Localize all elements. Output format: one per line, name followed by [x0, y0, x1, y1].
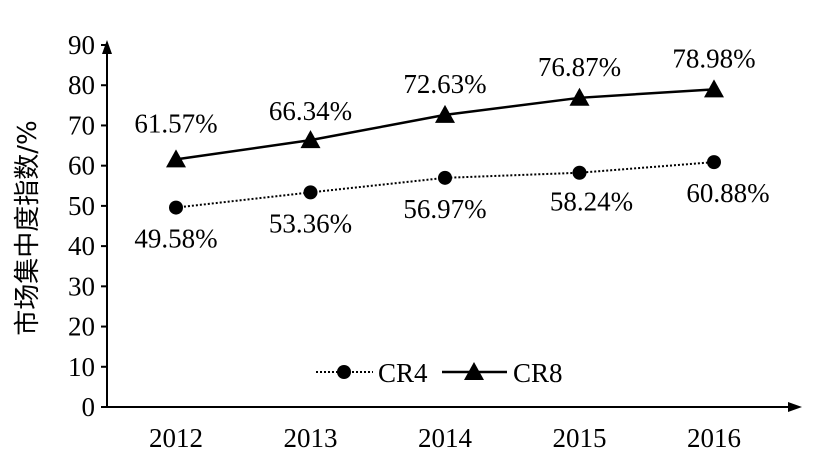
cr8-point [569, 87, 590, 106]
y-tick-label: 20 [68, 312, 95, 342]
cr8-point [300, 130, 321, 149]
cr8-data-label: 76.87% [538, 52, 621, 82]
y-tick-label: 80 [68, 70, 95, 100]
cr4-data-label: 49.58% [134, 224, 217, 254]
x-tick-label: 2014 [418, 423, 473, 453]
cr8-data-label: 61.57% [134, 108, 217, 138]
cr4-point [572, 165, 587, 180]
cr4-data-label: 56.97% [403, 194, 486, 224]
cr4-point [303, 185, 318, 200]
cr8-point [704, 79, 724, 98]
cr4-data-label: 60.88% [686, 178, 769, 208]
y-tick-label: 50 [68, 191, 95, 221]
y-tick-label: 40 [68, 231, 95, 261]
legend-cr8-marker-icon [464, 362, 484, 380]
cr8-point [435, 104, 455, 123]
x-tick-label: 2016 [687, 423, 741, 453]
cr8-data-label: 78.98% [672, 43, 755, 73]
x-tick-label: 2012 [149, 423, 203, 453]
legend-cr8-label: CR8 [513, 358, 563, 388]
y-tick-label: 60 [68, 151, 95, 181]
x-axis-arrow-icon [788, 402, 802, 412]
y-tick-label: 70 [68, 110, 95, 140]
cr4-data-label: 53.36% [269, 208, 352, 238]
y-tick-label: 90 [68, 30, 95, 60]
legend-cr4-label: CR4 [378, 358, 428, 388]
cr4-data-label: 58.24% [550, 187, 633, 217]
cr4-point [169, 200, 183, 215]
data-labels-group: 49.58% 53.36% 56.97% 58.24% 60.88% 61.57% 66.3… [134, 43, 769, 253]
cr4-point [707, 155, 721, 170]
cr8-data-label: 72.63% [403, 69, 486, 99]
y-axis-arrow-icon [102, 40, 112, 54]
x-tick-label: 2013 [284, 423, 338, 453]
y-tick-label: 10 [68, 352, 95, 382]
series-group [166, 79, 724, 215]
legend-cr4-marker-icon [337, 365, 351, 379]
y-tick-label: 0 [82, 392, 96, 422]
series-line-cr8 [175, 88, 715, 161]
axes: 0 10 20 30 40 50 60 70 80 90 2012 2013 2014 2015 2016 [68, 30, 802, 453]
y-axis-title-group: 市场集中度指数/% [13, 120, 43, 335]
legend: CR4 CR8 [316, 358, 563, 388]
y-tick-label: 30 [68, 271, 95, 301]
y-axis-title: 市场集中度指数/% [13, 120, 43, 335]
cr8-point [166, 149, 186, 168]
x-tick-label: 2015 [553, 423, 607, 453]
cr4-point [438, 170, 452, 185]
cr8-data-label: 66.34% [269, 96, 352, 126]
